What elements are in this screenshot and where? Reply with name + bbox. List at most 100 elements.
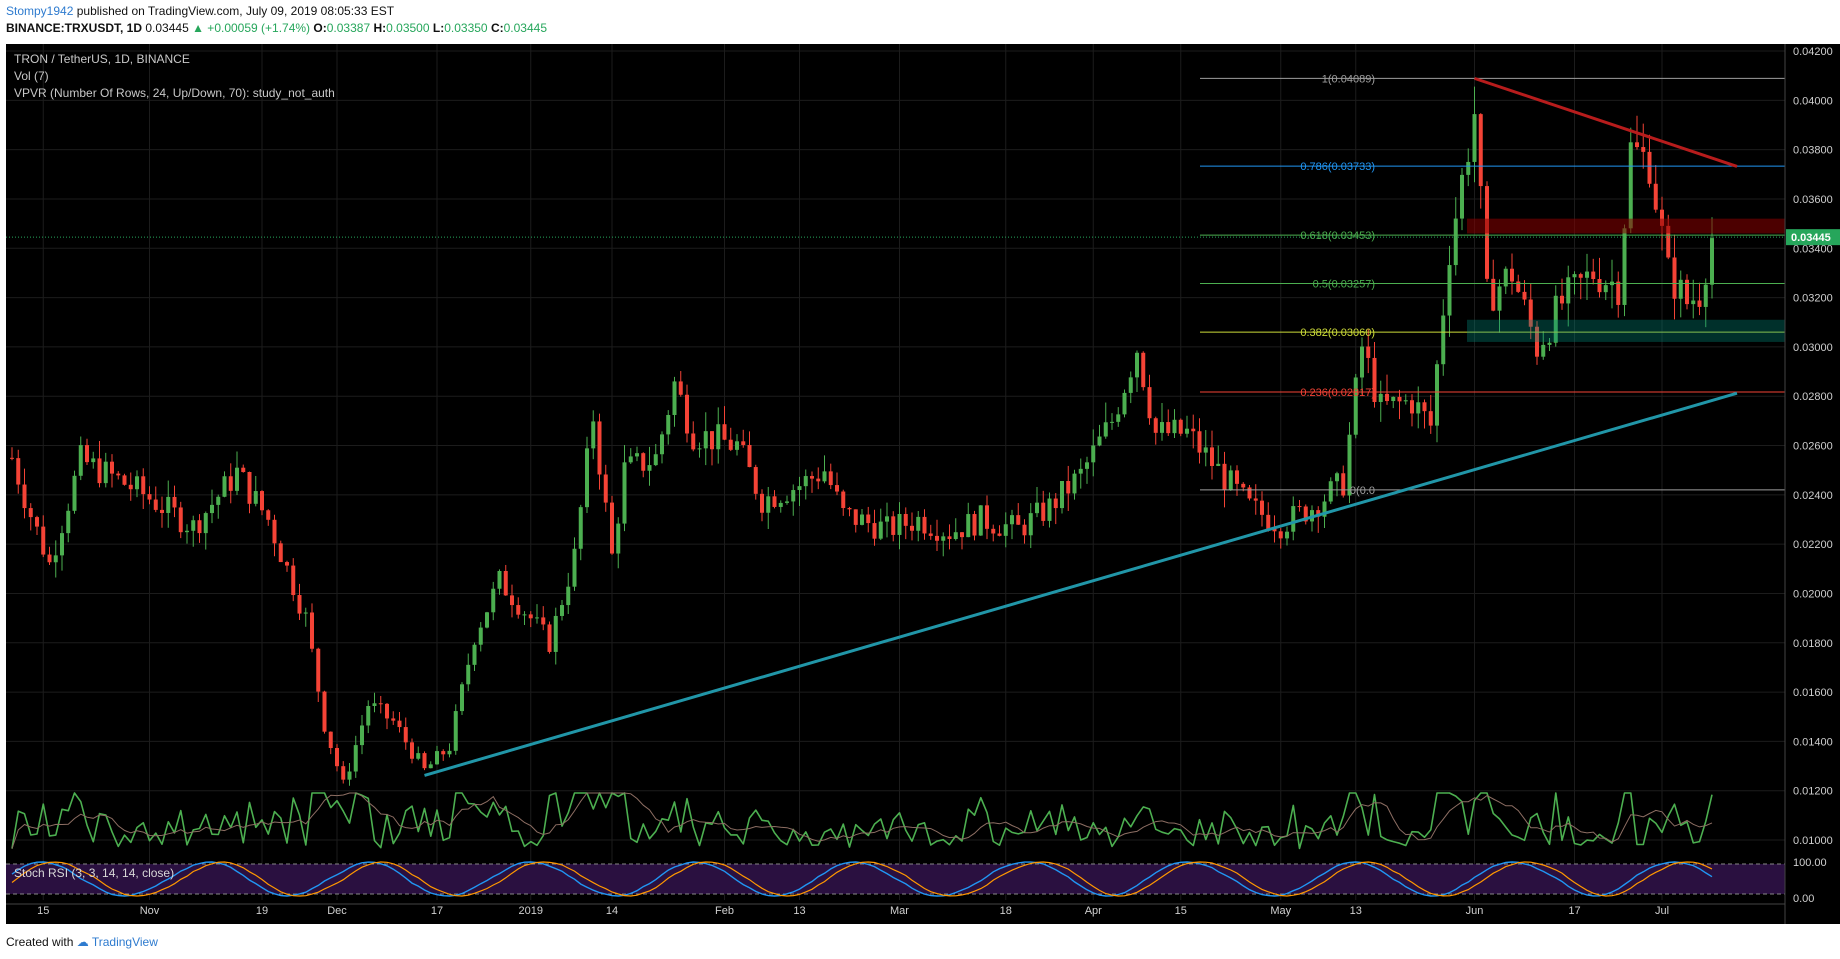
x-tick-label: Feb <box>715 905 734 917</box>
candle <box>391 718 396 721</box>
y-tick-label: 0.01200 <box>1793 786 1833 798</box>
candle <box>1203 447 1208 453</box>
x-tick-label: 13 <box>1350 905 1362 917</box>
close-label: C: <box>490 21 504 35</box>
candle <box>47 554 52 563</box>
y-tick-label: 0.03200 <box>1793 293 1833 305</box>
candle <box>1660 209 1664 226</box>
price-axis-background <box>1785 44 1840 924</box>
y-tick-label: 0.03800 <box>1793 145 1833 157</box>
candle <box>528 614 533 619</box>
candle <box>385 703 389 719</box>
candle <box>541 617 546 625</box>
candle <box>1272 529 1277 532</box>
candle <box>797 486 802 491</box>
candle <box>403 727 408 743</box>
candle <box>1185 428 1189 434</box>
candle <box>1566 277 1571 304</box>
x-tick-label: May <box>1270 905 1291 917</box>
candle <box>147 494 152 500</box>
symbol-label: BINANCE:TRXUSDT, 1D <box>6 21 143 35</box>
fib-level-label: 0.236(0.02817) <box>1300 387 1375 399</box>
candle <box>1047 498 1052 521</box>
candle <box>885 516 889 522</box>
candle <box>1547 342 1552 345</box>
candle <box>53 555 58 563</box>
candle <box>1172 419 1177 434</box>
candle <box>253 491 258 504</box>
tradingview-logo-icon: ☁ <box>76 935 89 949</box>
candle <box>1572 274 1577 278</box>
candle <box>747 444 752 468</box>
candle <box>1578 274 1583 278</box>
candle <box>1316 510 1321 517</box>
candle <box>516 605 521 615</box>
publish-info: published on TradingView.com, July 09, 2… <box>76 4 395 18</box>
candle <box>1160 422 1164 433</box>
candle <box>1135 352 1139 378</box>
candle <box>60 533 64 556</box>
open-label: O: <box>313 21 327 35</box>
candle <box>272 519 277 544</box>
candle <box>510 595 514 606</box>
candle <box>241 467 246 472</box>
candle <box>1691 300 1696 305</box>
candle <box>622 462 627 524</box>
candle <box>1697 300 1702 307</box>
candle <box>435 751 439 765</box>
candle <box>853 509 858 525</box>
candle <box>966 514 971 538</box>
candle <box>1466 161 1471 175</box>
candle <box>16 458 21 485</box>
candle <box>578 507 583 549</box>
candle <box>1216 463 1221 466</box>
candle <box>453 711 458 751</box>
candle <box>141 476 146 495</box>
y-tick-label: 0.02200 <box>1793 539 1833 551</box>
publish-line: Stompy1942 published on TradingView.com,… <box>6 4 394 18</box>
candle <box>1060 480 1064 509</box>
x-tick-label: Nov <box>140 905 160 917</box>
candle <box>772 496 777 507</box>
legend-volume: Vol (7) <box>14 69 49 83</box>
candle <box>1041 502 1046 521</box>
candle <box>285 562 289 566</box>
footer-brand[interactable]: TradingView <box>91 935 158 949</box>
candlestick-chart[interactable]: 1(0.04089) 0.786(0.03733) 0.618(0.03453) 0.… <box>0 44 1840 924</box>
candle <box>891 516 896 535</box>
candle <box>991 528 996 534</box>
candle <box>585 448 589 508</box>
candle <box>416 753 421 759</box>
candle <box>1285 531 1289 539</box>
candle <box>1266 514 1271 530</box>
high-label: H: <box>373 21 387 35</box>
candle <box>347 771 352 780</box>
candle <box>1341 473 1346 496</box>
candle <box>1191 428 1196 432</box>
candle <box>1666 225 1671 258</box>
candle <box>1322 501 1327 517</box>
candle <box>1478 114 1483 187</box>
candle <box>1410 400 1414 414</box>
fib-level-label: 0.786(0.03733) <box>1300 161 1375 173</box>
candle <box>828 471 833 486</box>
candle <box>503 570 508 596</box>
candle <box>591 421 596 449</box>
y-tick-label: 0.02800 <box>1793 391 1833 403</box>
x-tick-label: Jun <box>1466 905 1484 917</box>
candle <box>560 605 564 616</box>
candle <box>566 586 571 606</box>
candle <box>1397 396 1402 402</box>
candle <box>1072 473 1077 494</box>
author-link[interactable]: Stompy1942 <box>6 4 74 18</box>
candle <box>1097 436 1102 446</box>
candle <box>866 514 871 524</box>
candle <box>1528 299 1533 327</box>
candle <box>760 493 764 513</box>
candle <box>553 615 558 652</box>
candle <box>235 467 239 491</box>
candle <box>735 441 739 450</box>
candle <box>222 476 227 497</box>
candle <box>641 453 646 471</box>
x-tick-label: 17 <box>1568 905 1580 917</box>
